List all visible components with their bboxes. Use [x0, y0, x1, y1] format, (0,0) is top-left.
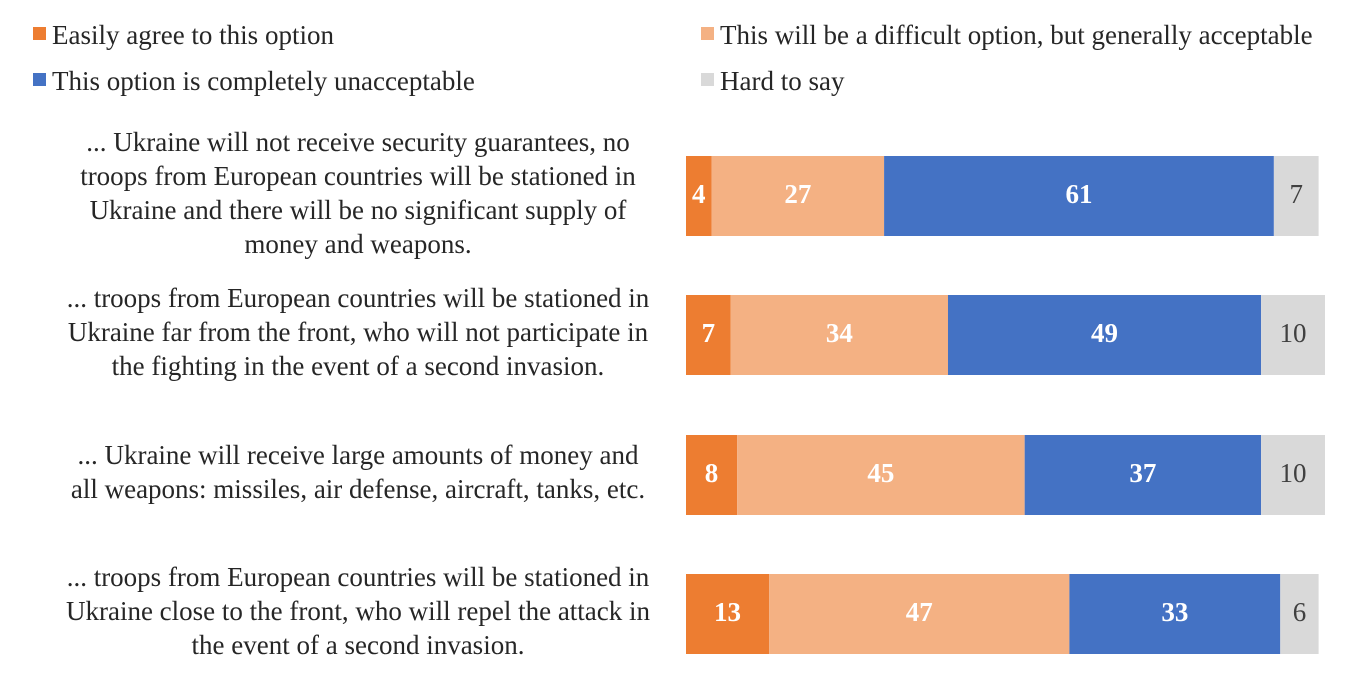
data-label: 7	[1289, 179, 1303, 209]
category-label-line: Ukraine close to the front, who will rep…	[66, 596, 651, 626]
bar-segment-this-will-be-a-difficult-option-but-gene	[737, 435, 1025, 515]
legend-swatch-this-option-is-completely-unacceptable	[33, 73, 46, 86]
category-label-line: Ukraine far from the front, who will not…	[68, 317, 649, 347]
data-label: 6	[1293, 597, 1307, 627]
category-label-line: all weapons: missiles, air defense, airc…	[71, 474, 645, 504]
data-label: 47	[906, 597, 933, 627]
category-label-line: ... troops from European countries will …	[67, 562, 650, 592]
category-label-2: ... troops from European countries will …	[67, 283, 650, 381]
bar-segment-this-will-be-a-difficult-option-but-gene	[711, 156, 885, 236]
category-label-line: the event of a second invasion.	[192, 630, 525, 660]
bar-area: 4 27 61 7 7 34 49 10 8 45 37 10 13 47 33 6	[686, 156, 1325, 654]
legend-swatch-hard-to-say	[701, 73, 714, 86]
legend-item-2: This will be a difficult option, but gen…	[701, 20, 1313, 50]
data-label: 45	[867, 458, 894, 488]
category-label-1: ... Ukraine will not receive security gu…	[80, 127, 636, 259]
category-label-line: money and weapons.	[244, 229, 471, 259]
bar-segment-easily-agree-to-this-option	[686, 156, 712, 236]
category-label-line: ... troops from European countries will …	[67, 283, 650, 313]
data-label: 61	[1065, 179, 1092, 209]
bar-row-3: 8 45 37 10	[686, 435, 1325, 515]
bar-segment-hard-to-say	[1261, 295, 1325, 375]
chart-legend: Easily agree to this option This will be …	[33, 20, 1313, 96]
category-label-line: ... Ukraine will not receive security gu…	[86, 127, 630, 157]
legend-label-this-will-be-a-difficult-option-but-gene: This will be a difficult option, but gen…	[720, 20, 1313, 50]
bar-segment-easily-agree-to-this-option	[686, 435, 738, 515]
bar-segment-this-option-is-completely-unacceptable	[947, 295, 1262, 375]
bar-segment-this-option-is-completely-unacceptable	[1024, 435, 1262, 515]
legend-swatch-easily-agree-to-this-option	[33, 27, 46, 40]
bar-segment-this-will-be-a-difficult-option-but-gene	[769, 574, 1070, 654]
data-label: 27	[784, 179, 811, 209]
category-label-line: Ukraine and there will be no significant…	[90, 195, 627, 225]
category-label-line: the fighting in the event of a second in…	[112, 351, 605, 381]
legend-item-1: Easily agree to this option	[33, 20, 334, 50]
legend-label-this-option-is-completely-unacceptable: This option is completely unacceptable	[52, 66, 475, 96]
category-label-3: ... Ukraine will receive large amounts o…	[71, 440, 645, 504]
bar-segment-this-will-be-a-difficult-option-but-gene	[730, 295, 948, 375]
data-label: 13	[714, 597, 741, 627]
bar-segment-easily-agree-to-this-option	[686, 574, 770, 654]
legend-item-3: This option is completely unacceptable	[33, 66, 475, 96]
category-labels: ... Ukraine will not receive security gu…	[66, 127, 651, 660]
data-label: 37	[1129, 458, 1156, 488]
data-label: 49	[1091, 318, 1118, 348]
legend-swatch-this-will-be-a-difficult-option-but-gene	[701, 27, 714, 40]
legend-label-easily-agree-to-this-option: Easily agree to this option	[52, 20, 334, 50]
category-label-line: ... Ukraine will receive large amounts o…	[77, 440, 639, 470]
legend-label-hard-to-say: Hard to say	[720, 66, 845, 96]
data-label: 8	[705, 458, 719, 488]
bar-segment-this-option-is-completely-unacceptable	[884, 156, 1274, 236]
data-label: 34	[826, 318, 853, 348]
data-label: 33	[1161, 597, 1188, 627]
bar-segment-hard-to-say	[1273, 156, 1319, 236]
category-label-4: ... troops from European countries will …	[66, 562, 651, 660]
data-label: 10	[1280, 318, 1307, 348]
category-label-line: troops from European countries will be s…	[80, 161, 636, 191]
bar-segment-easily-agree-to-this-option	[686, 295, 731, 375]
bar-row-1: 4 27 61 7	[686, 156, 1319, 236]
data-label: 10	[1280, 458, 1307, 488]
bar-row-4: 13 47 33 6	[686, 574, 1319, 654]
bar-row-2: 7 34 49 10	[686, 295, 1325, 375]
data-label: 4	[692, 179, 706, 209]
bar-segment-this-option-is-completely-unacceptable	[1069, 574, 1281, 654]
bar-segment-hard-to-say	[1261, 435, 1325, 515]
data-label: 7	[702, 318, 716, 348]
bar-segment-hard-to-say	[1280, 574, 1319, 654]
legend-item-4: Hard to say	[701, 66, 845, 96]
